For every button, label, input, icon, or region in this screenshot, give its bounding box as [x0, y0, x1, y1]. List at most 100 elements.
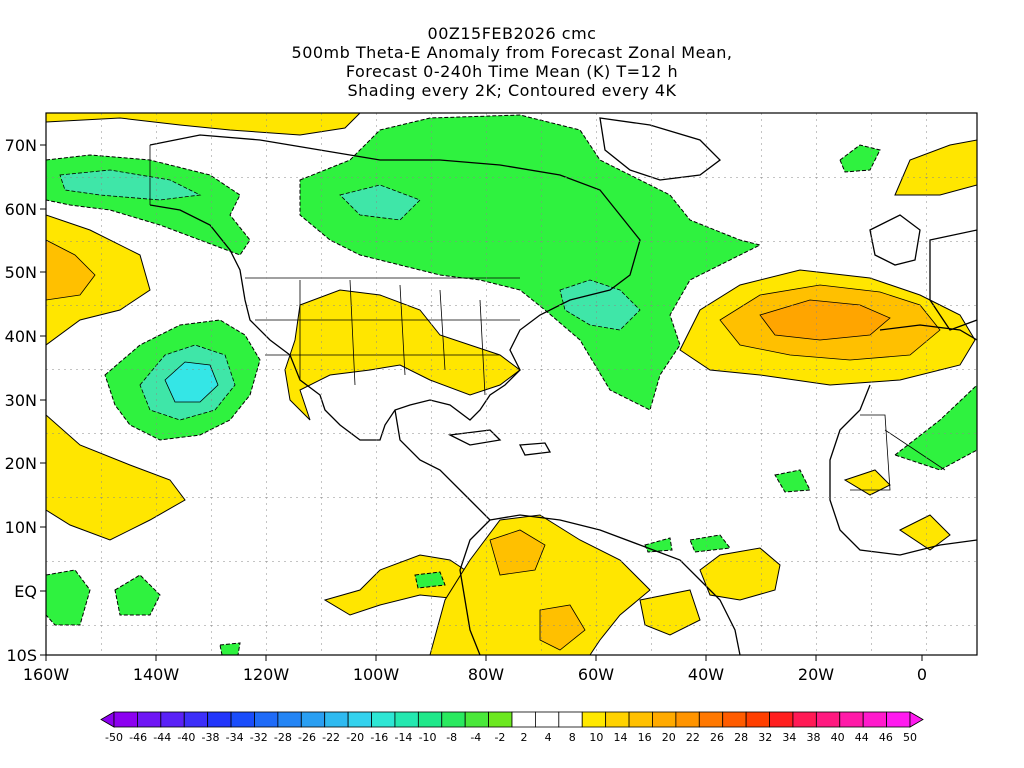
- colorbar-label: 2: [521, 731, 528, 744]
- title-block: 00Z15FEB2026 cmc 500mb Theta-E Anomaly f…: [0, 24, 1024, 100]
- colorbar-label: 10: [589, 731, 603, 744]
- colorbar-swatch: [277, 711, 302, 728]
- lon-label: 120W: [243, 665, 290, 684]
- colorbar-label: -4: [470, 731, 481, 744]
- colorbar-swatch: [417, 711, 443, 728]
- colorbar-swatch: [371, 711, 396, 728]
- lat-label: 20N: [5, 454, 37, 473]
- colorbar-swatch: [464, 711, 489, 728]
- colorbar-swatch: [183, 711, 209, 728]
- colorbar-label: 32: [758, 731, 772, 744]
- colorbar-label: 40: [831, 731, 845, 744]
- colorbar-label: -26: [298, 731, 316, 744]
- tick-marks: [40, 144, 923, 661]
- colorbar-label: -44: [153, 731, 171, 744]
- colorbar-swatch: [698, 711, 724, 728]
- colorbar-swatch: [558, 711, 583, 728]
- colorbar-swatch: [675, 711, 700, 728]
- colorbar-label: 4: [545, 731, 552, 744]
- colorbar-swatch: [745, 711, 770, 728]
- colorbar-label: 44: [855, 731, 869, 744]
- lat-label: 60N: [5, 200, 37, 219]
- colorbar-label: -50: [105, 731, 123, 744]
- colorbar-label: -34: [226, 731, 244, 744]
- colorbar-swatch: [605, 711, 630, 728]
- colorbar-swatch: [511, 711, 536, 728]
- colorbar-swatch: [862, 711, 887, 728]
- lat-label: 10S: [6, 646, 37, 665]
- colorbar-swatch: [441, 711, 466, 728]
- colorbar-swatch: [254, 711, 279, 728]
- colorbar-label: -16: [370, 731, 388, 744]
- map-frame: [45, 112, 978, 656]
- lon-label: 60W: [578, 665, 614, 684]
- colorbar-label: 14: [614, 731, 628, 744]
- title-date-model: 00Z15FEB2026 cmc: [427, 24, 597, 43]
- colorbar-swatch: [628, 711, 653, 728]
- title-shading: Shading every 2K; Contoured every 4K: [347, 81, 677, 100]
- colorbar-label: 34: [782, 731, 796, 744]
- colorbar-swatch: [347, 711, 372, 728]
- colorbar-swatch: [722, 711, 747, 728]
- colorbar: -50 -46 -44 -40 -38 -34 -32 -28 -26 -22 -20 -16 -14-…: [100, 711, 924, 744]
- colorbar-label: -20: [346, 731, 364, 744]
- colorbar-label: 46: [879, 731, 893, 744]
- colorbar-label: 20: [662, 731, 676, 744]
- colorbar-label: 50: [903, 731, 917, 744]
- colorbar-label: 38: [807, 731, 821, 744]
- map-area: [46, 113, 977, 655]
- colorbar-arrow-right: [909, 711, 924, 728]
- colorbar-swatch: [300, 711, 326, 728]
- colorbar-label: 26: [710, 731, 724, 744]
- colorbar-swatch: [815, 711, 841, 728]
- colorbar-swatch: [488, 711, 513, 728]
- colorbar-label: 8: [569, 731, 576, 744]
- colorbar-label: -22: [322, 731, 340, 744]
- colorbar-label: -46: [129, 731, 147, 744]
- latitude-labels: 70N 60N 50N 40N 30N 20N 10N EQ 10S: [5, 136, 37, 665]
- colorbar-swatch: [137, 711, 162, 728]
- colorbar-label: -28: [274, 731, 292, 744]
- colorbar-swatch: [769, 711, 794, 728]
- lat-label: EQ: [14, 582, 37, 601]
- colorbar-swatch: [230, 711, 255, 728]
- colorbar-label: -40: [177, 731, 195, 744]
- colorbar-swatch: [113, 711, 138, 728]
- lon-label: 140W: [133, 665, 180, 684]
- lon-label: 160W: [23, 665, 70, 684]
- colorbar-label: -38: [202, 731, 220, 744]
- lat-label: 70N: [5, 136, 37, 155]
- lat-label: 30N: [5, 391, 37, 410]
- colorbar-swatch: [324, 711, 349, 728]
- colorbar-swatch: [535, 711, 560, 728]
- colorbar-label: -2: [494, 731, 505, 744]
- colorbar-swatch: [160, 711, 185, 728]
- lon-label: 40W: [688, 665, 724, 684]
- title-forecast: Forecast 0-240h Time Mean (K) T=12 h: [345, 62, 679, 81]
- lat-label: 10N: [5, 518, 37, 537]
- colorbar-label: -14: [394, 731, 412, 744]
- longitude-labels: 160W 140W 120W 100W 80W 60W 40W 20W 0: [23, 665, 927, 684]
- colorbar-swatch: [839, 711, 864, 728]
- colorbar-swatch: [207, 711, 232, 728]
- lon-label: 100W: [353, 665, 400, 684]
- colorbar-label: -32: [250, 731, 268, 744]
- colorbar-swatch: [394, 711, 419, 728]
- colorbar-label: -10: [419, 731, 437, 744]
- lat-label: 50N: [5, 263, 37, 282]
- lon-label: 20W: [798, 665, 834, 684]
- colorbar-arrow-left: [100, 711, 115, 728]
- colorbar-swatch: [792, 711, 817, 728]
- colorbar-swatch: [886, 711, 911, 728]
- lon-label: 0: [917, 665, 927, 684]
- title-field: 500mb Theta-E Anomaly from Forecast Zona…: [291, 43, 733, 62]
- colorbar-label: -8: [446, 731, 457, 744]
- colorbar-label: 22: [686, 731, 700, 744]
- colorbar-swatch: [652, 711, 677, 728]
- lon-label: 80W: [468, 665, 504, 684]
- colorbar-swatch: [581, 711, 607, 728]
- colorbar-label: 28: [734, 731, 748, 744]
- colorbar-label: 16: [638, 731, 652, 744]
- lat-label: 40N: [5, 327, 37, 346]
